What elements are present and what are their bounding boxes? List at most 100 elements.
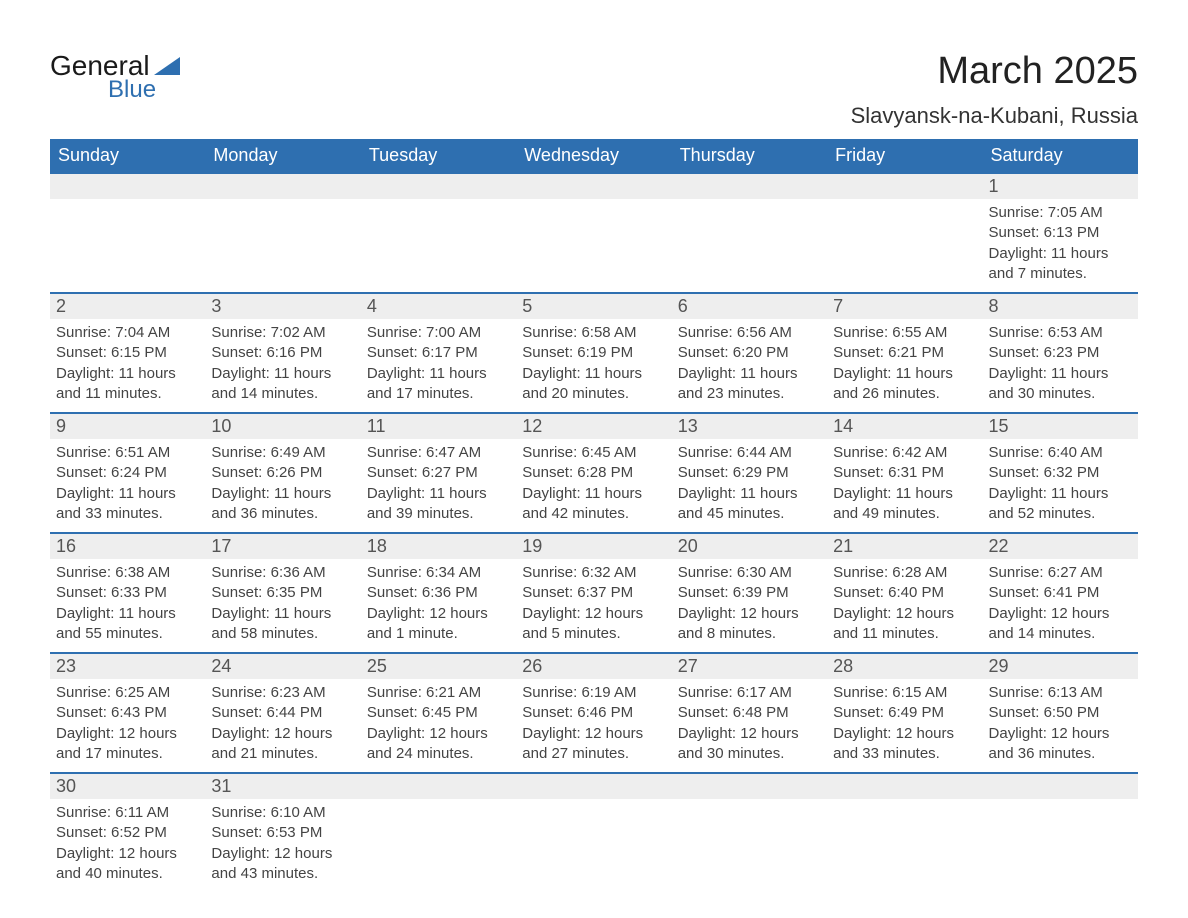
sunrise-text: Sunrise: 6:40 AM — [989, 443, 1132, 463]
day-number: 31 — [205, 774, 360, 799]
day-number-cell: 29 — [983, 653, 1138, 679]
daynum-row: 1 — [50, 173, 1138, 199]
day-content-cell: Sunrise: 7:04 AMSunset: 6:15 PMDaylight:… — [50, 319, 205, 413]
daylight-text: Daylight: 11 hours and 42 minutes. — [522, 484, 665, 525]
daylight-text: Daylight: 11 hours and 39 minutes. — [367, 484, 510, 525]
day-number-cell: 4 — [361, 293, 516, 319]
daylight-text: Daylight: 12 hours and 27 minutes. — [522, 724, 665, 765]
logo: General Blue — [50, 50, 180, 104]
sunset-text: Sunset: 6:27 PM — [367, 463, 510, 483]
day-content-cell — [50, 199, 205, 293]
day-number: 13 — [672, 414, 827, 439]
weekday-header: Friday — [827, 139, 982, 173]
day-number: 12 — [516, 414, 671, 439]
day-number-cell: 1 — [983, 173, 1138, 199]
weekday-header: Tuesday — [361, 139, 516, 173]
sunrise-text: Sunrise: 6:45 AM — [522, 443, 665, 463]
day-number: 4 — [361, 294, 516, 319]
day-number: 10 — [205, 414, 360, 439]
weekday-header: Thursday — [672, 139, 827, 173]
day-number-cell: 31 — [205, 773, 360, 799]
day-number: 14 — [827, 414, 982, 439]
daylight-text: Daylight: 12 hours and 8 minutes. — [678, 604, 821, 645]
day-number-cell: 22 — [983, 533, 1138, 559]
daycontent-row: Sunrise: 7:04 AMSunset: 6:15 PMDaylight:… — [50, 319, 1138, 413]
daylight-text: Daylight: 12 hours and 30 minutes. — [678, 724, 821, 765]
day-content-cell: Sunrise: 6:38 AMSunset: 6:33 PMDaylight:… — [50, 559, 205, 653]
day-number: 26 — [516, 654, 671, 679]
daylight-text: Daylight: 11 hours and 11 minutes. — [56, 364, 199, 405]
sunrise-text: Sunrise: 7:02 AM — [211, 323, 354, 343]
day-number-cell: 3 — [205, 293, 360, 319]
day-content-cell: Sunrise: 6:30 AMSunset: 6:39 PMDaylight:… — [672, 559, 827, 653]
day-number: 1 — [983, 174, 1138, 199]
day-number: 2 — [50, 294, 205, 319]
day-number-cell: 8 — [983, 293, 1138, 319]
title-block: March 2025 Slavyansk-na-Kubani, Russia — [851, 50, 1138, 129]
daylight-text: Daylight: 11 hours and 52 minutes. — [989, 484, 1132, 525]
day-content-cell: Sunrise: 6:44 AMSunset: 6:29 PMDaylight:… — [672, 439, 827, 533]
month-title: March 2025 — [851, 50, 1138, 93]
daynum-row: 23242526272829 — [50, 653, 1138, 679]
sunset-text: Sunset: 6:48 PM — [678, 703, 821, 723]
sunset-text: Sunset: 6:24 PM — [56, 463, 199, 483]
daynum-row: 3031 — [50, 773, 1138, 799]
sunset-text: Sunset: 6:43 PM — [56, 703, 199, 723]
sunset-text: Sunset: 6:35 PM — [211, 583, 354, 603]
sunset-text: Sunset: 6:13 PM — [989, 223, 1132, 243]
sunrise-text: Sunrise: 6:38 AM — [56, 563, 199, 583]
day-content-cell: Sunrise: 7:00 AMSunset: 6:17 PMDaylight:… — [361, 319, 516, 413]
sunrise-text: Sunrise: 6:51 AM — [56, 443, 199, 463]
day-number-cell: 23 — [50, 653, 205, 679]
day-content-cell: Sunrise: 6:23 AMSunset: 6:44 PMDaylight:… — [205, 679, 360, 773]
day-number-cell: 5 — [516, 293, 671, 319]
day-content-cell: Sunrise: 6:11 AMSunset: 6:52 PMDaylight:… — [50, 799, 205, 892]
sunset-text: Sunset: 6:41 PM — [989, 583, 1132, 603]
daylight-text: Daylight: 11 hours and 55 minutes. — [56, 604, 199, 645]
daylight-text: Daylight: 12 hours and 33 minutes. — [833, 724, 976, 765]
calendar-table: Sunday Monday Tuesday Wednesday Thursday… — [50, 139, 1138, 892]
day-number: 18 — [361, 534, 516, 559]
day-content-cell: Sunrise: 7:05 AMSunset: 6:13 PMDaylight:… — [983, 199, 1138, 293]
day-number-cell: 2 — [50, 293, 205, 319]
sunrise-text: Sunrise: 6:36 AM — [211, 563, 354, 583]
daycontent-row: Sunrise: 7:05 AMSunset: 6:13 PMDaylight:… — [50, 199, 1138, 293]
header: General Blue March 2025 Slavyansk-na-Kub… — [50, 50, 1138, 129]
day-number-cell: 9 — [50, 413, 205, 439]
day-number-cell: 20 — [672, 533, 827, 559]
day-number-cell: 14 — [827, 413, 982, 439]
day-number-cell: 26 — [516, 653, 671, 679]
day-content-cell: Sunrise: 6:40 AMSunset: 6:32 PMDaylight:… — [983, 439, 1138, 533]
day-number-cell — [516, 773, 671, 799]
daylight-text: Daylight: 12 hours and 43 minutes. — [211, 844, 354, 885]
sunset-text: Sunset: 6:52 PM — [56, 823, 199, 843]
sunset-text: Sunset: 6:26 PM — [211, 463, 354, 483]
day-number-cell — [827, 773, 982, 799]
sunrise-text: Sunrise: 6:44 AM — [678, 443, 821, 463]
day-content-cell: Sunrise: 6:51 AMSunset: 6:24 PMDaylight:… — [50, 439, 205, 533]
day-number-cell: 12 — [516, 413, 671, 439]
day-content-cell: Sunrise: 6:10 AMSunset: 6:53 PMDaylight:… — [205, 799, 360, 892]
sunrise-text: Sunrise: 6:56 AM — [678, 323, 821, 343]
daylight-text: Daylight: 12 hours and 1 minute. — [367, 604, 510, 645]
daylight-text: Daylight: 11 hours and 36 minutes. — [211, 484, 354, 525]
day-number-cell: 18 — [361, 533, 516, 559]
day-number: 22 — [983, 534, 1138, 559]
day-number-cell — [50, 173, 205, 199]
day-content-cell — [516, 199, 671, 293]
day-content-cell: Sunrise: 6:15 AMSunset: 6:49 PMDaylight:… — [827, 679, 982, 773]
day-content-cell — [516, 799, 671, 892]
sunrise-text: Sunrise: 6:19 AM — [522, 683, 665, 703]
day-number: 11 — [361, 414, 516, 439]
sunrise-text: Sunrise: 6:55 AM — [833, 323, 976, 343]
sunset-text: Sunset: 6:16 PM — [211, 343, 354, 363]
sunset-text: Sunset: 6:37 PM — [522, 583, 665, 603]
sunrise-text: Sunrise: 6:47 AM — [367, 443, 510, 463]
sunrise-text: Sunrise: 6:23 AM — [211, 683, 354, 703]
day-number: 30 — [50, 774, 205, 799]
day-number-cell: 24 — [205, 653, 360, 679]
day-content-cell: Sunrise: 6:34 AMSunset: 6:36 PMDaylight:… — [361, 559, 516, 653]
sunset-text: Sunset: 6:23 PM — [989, 343, 1132, 363]
daylight-text: Daylight: 11 hours and 7 minutes. — [989, 244, 1132, 285]
day-content-cell: Sunrise: 7:02 AMSunset: 6:16 PMDaylight:… — [205, 319, 360, 413]
